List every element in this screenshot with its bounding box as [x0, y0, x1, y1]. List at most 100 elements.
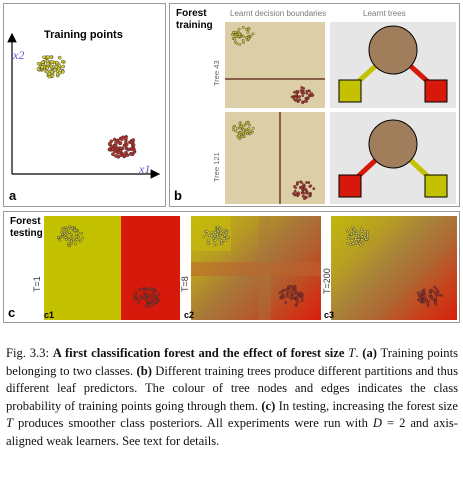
col2-header: Learnt trees [363, 9, 406, 18]
data-point [145, 299, 149, 303]
panel-a-plot [7, 32, 161, 179]
data-point [157, 292, 161, 296]
data-point [291, 296, 295, 300]
data-point [211, 233, 215, 236]
data-point [366, 234, 370, 238]
data-point [65, 228, 69, 231]
data-point [210, 231, 214, 234]
data-point [47, 74, 52, 79]
data-point [290, 293, 293, 297]
data-point [61, 64, 65, 69]
data-point [80, 231, 84, 235]
data-point [149, 287, 153, 291]
panel-a: Training points x2 x1 a [3, 3, 166, 207]
data-point [294, 186, 297, 190]
data-point [356, 238, 360, 242]
data-point [300, 181, 303, 184]
data-point [118, 141, 123, 145]
data-point [237, 134, 241, 138]
data-point [129, 152, 133, 156]
sub2-label: T=8 [180, 276, 190, 292]
data-point [119, 153, 123, 158]
data-point [302, 192, 306, 195]
data-point [47, 71, 51, 76]
fig-number: Fig. 3.3: [6, 346, 49, 360]
data-point [308, 89, 311, 93]
data-point [312, 187, 316, 191]
data-point [360, 227, 363, 231]
data-point [151, 297, 154, 301]
data-point [234, 129, 238, 133]
data-point [347, 237, 350, 240]
data-point [153, 294, 157, 298]
data-point [64, 226, 67, 229]
data-point [36, 61, 41, 66]
data-point [295, 98, 299, 102]
data-point [354, 236, 358, 239]
data-point [205, 229, 209, 233]
data-point [78, 239, 82, 243]
data-point [301, 293, 304, 297]
data-point [152, 292, 155, 296]
data-point [129, 146, 134, 151]
data-point [432, 290, 436, 294]
part-c-text2: produces smoother class posteriors. All … [17, 416, 368, 430]
data-point [289, 296, 293, 300]
data-point [216, 229, 220, 233]
data-point [436, 290, 440, 293]
panel-c: Forest testing T=1 c1 T=8 c2 T=200 c3 c [3, 211, 460, 323]
data-point [360, 238, 364, 242]
data-point [205, 232, 208, 236]
data-point [69, 236, 72, 240]
data-point [50, 60, 55, 64]
data-point [361, 242, 365, 245]
data-point [426, 301, 429, 305]
data-point [305, 191, 308, 194]
data-point [246, 121, 250, 125]
data-point [74, 242, 77, 246]
data-point [311, 93, 315, 97]
data-point [298, 95, 301, 98]
data-point [113, 149, 117, 154]
data-point [285, 292, 289, 296]
data-point [238, 32, 241, 36]
figure-caption: Fig. 3.3: A first classification forest … [6, 346, 458, 448]
data-point [137, 288, 141, 291]
data-point [114, 143, 118, 148]
data-point [251, 130, 254, 134]
data-point [293, 98, 297, 102]
sub1-letter: c1 [44, 310, 55, 320]
data-point [117, 150, 121, 155]
data-point [41, 60, 45, 64]
data-point [360, 235, 364, 239]
t-var-2: T [6, 416, 14, 430]
leaf-yellow [424, 174, 448, 198]
data-point [347, 235, 351, 238]
data-point [232, 128, 235, 132]
data-point [40, 65, 44, 69]
root-node [368, 25, 418, 75]
tree43-label: Tree 43 [212, 60, 221, 86]
data-point [239, 131, 243, 134]
data-point [213, 234, 217, 238]
data-point [349, 243, 353, 247]
data-point [422, 288, 426, 292]
d-var: D [372, 416, 383, 430]
data-point [247, 28, 250, 31]
sub3-letter: c3 [324, 310, 335, 320]
data-point [142, 291, 146, 295]
leaf-red [424, 79, 448, 103]
data-point [70, 233, 73, 236]
data-point [131, 143, 136, 147]
data-point [46, 61, 50, 66]
data-point [112, 137, 117, 142]
data-point [435, 287, 438, 291]
data-point [293, 286, 297, 290]
part-c-text3: = 2 and axis-aligned weak learners. See … [6, 416, 458, 448]
data-point [49, 55, 53, 59]
data-point [306, 96, 310, 100]
red-cluster [107, 135, 137, 159]
data-point [247, 127, 251, 130]
data-point [295, 96, 299, 99]
data-point [70, 239, 73, 243]
